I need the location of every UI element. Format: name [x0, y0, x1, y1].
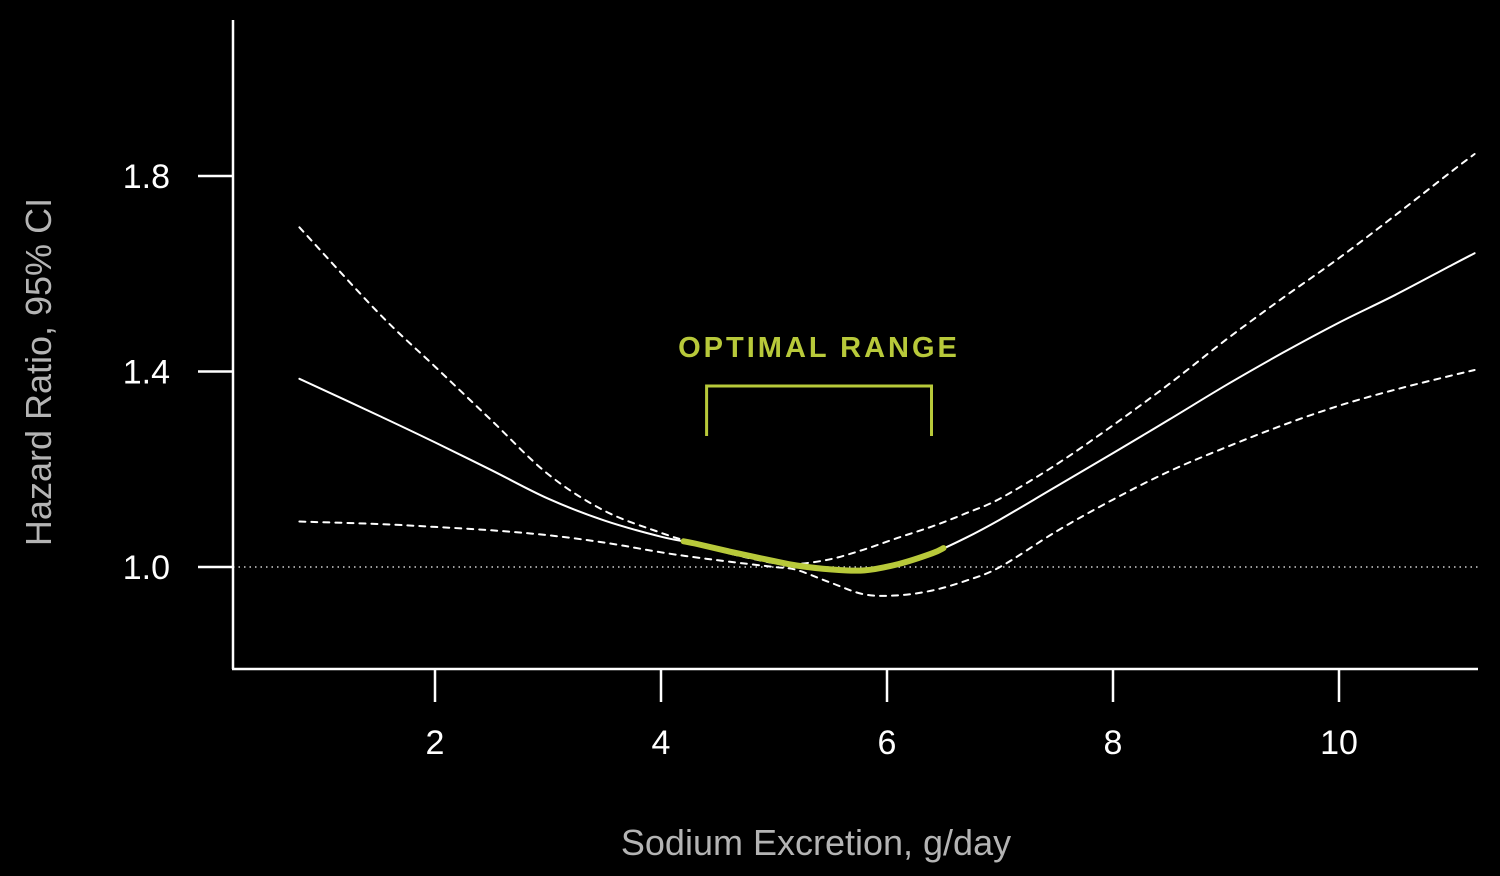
optimal-range-bracket [705, 384, 933, 436]
x-axis-title: Sodium Excretion, g/day [621, 822, 1011, 863]
y-axis-title: Hazard Ratio, 95% CI [18, 198, 59, 546]
ticks-layer: 2 4 6 8 10 1.0 1.4 1.8 [123, 158, 1358, 762]
y-tick-label: 1.8 [123, 158, 170, 196]
ci-lower-line [298, 369, 1476, 597]
ci-upper-line [298, 153, 1476, 566]
x-tick-label: 10 [1320, 724, 1358, 762]
x-tick-label: 4 [652, 724, 671, 762]
y-tick-label: 1.4 [123, 354, 170, 392]
y-tick-label: 1.0 [123, 549, 170, 587]
x-tick-label: 2 [426, 724, 445, 762]
x-tick-label: 6 [878, 724, 897, 762]
optimal-range-layer [680, 384, 947, 574]
optimal-range-segment [680, 538, 947, 574]
annotation-label: OPTIMAL RANGE [678, 332, 960, 364]
x-tick-label: 8 [1104, 724, 1123, 762]
axes-layer [231, 20, 1478, 671]
